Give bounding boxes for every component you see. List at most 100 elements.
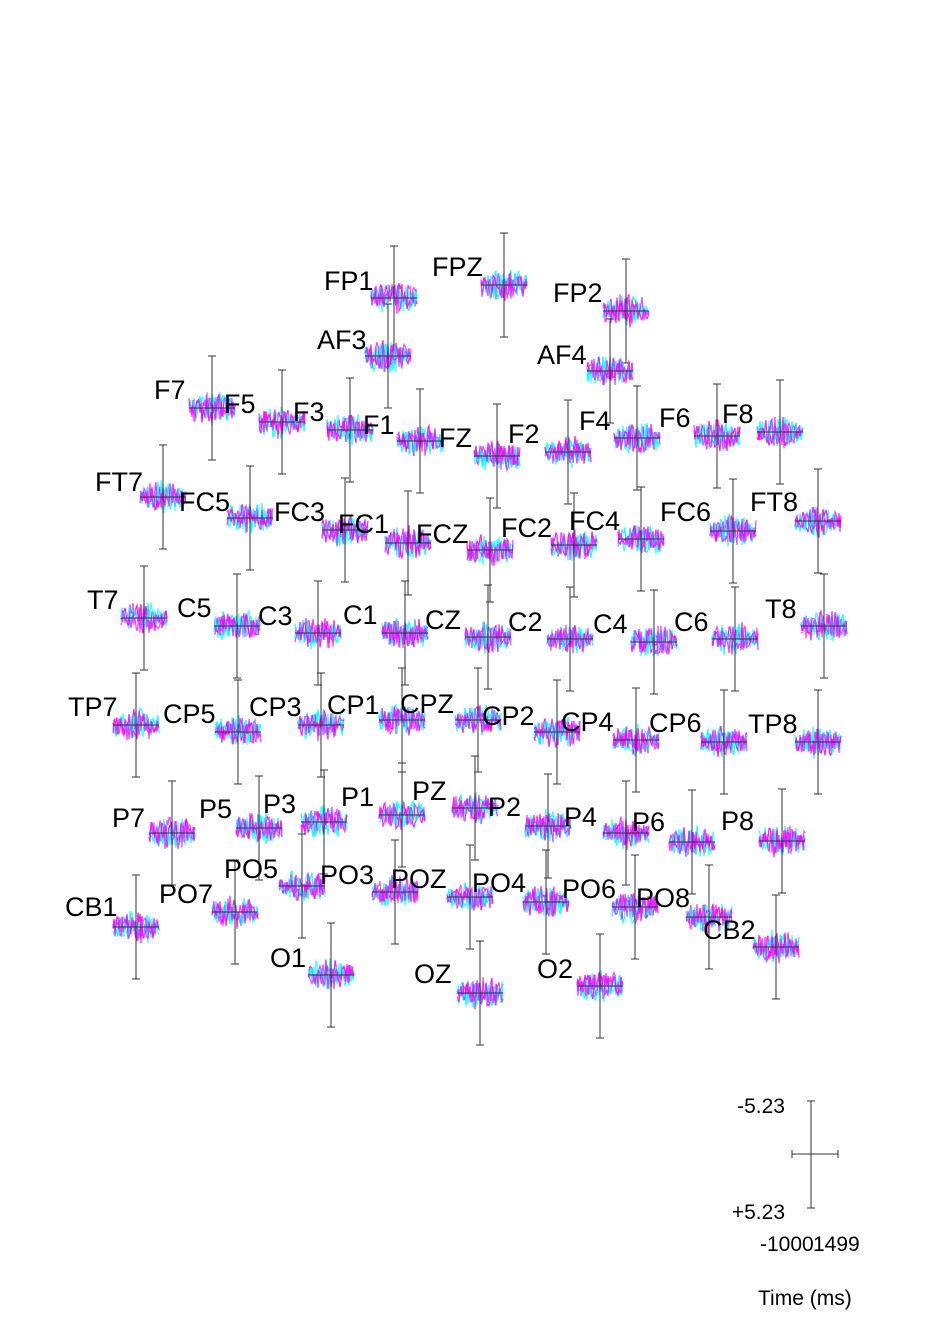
channel-po7: PO7 [159,859,259,965]
channel-cp4: CP4 [561,687,660,793]
channel-f1: F1 [363,388,444,494]
channel-label: CZ [425,605,461,635]
channel-o2: O2 [537,933,624,1039]
channel-label: FC5 [179,487,230,517]
channel-c2: C2 [508,586,594,692]
channel-label: P6 [632,807,665,837]
channel-f7: F7 [154,355,236,461]
channel-label: PO4 [472,868,526,898]
channel-label: P3 [263,789,296,819]
channel-c1: C1 [343,580,429,686]
channel-label: CP4 [561,707,614,737]
channel-c3: C3 [258,580,342,686]
channel-label: T8 [765,594,797,624]
channel-label: PO6 [562,874,616,904]
channel-label: CP3 [249,692,302,722]
channel-label: PO3 [320,860,374,890]
channel-po6: PO6 [562,854,659,960]
channel-f8: F8 [722,379,804,485]
channel-cp3: CP3 [249,672,345,778]
channel-label: C4 [593,609,628,639]
channel-label: P5 [199,794,232,824]
channel-label: CP6 [649,708,702,738]
channel-p8: P8 [721,788,806,894]
channel-label: FT8 [750,487,798,517]
channel-label: FC3 [274,497,325,527]
channel-p6: P6 [632,789,716,895]
channel-f6: F6 [659,383,741,489]
channel-label: PO5 [224,854,278,884]
channel-t7: T7 [87,565,168,671]
channel-p3: P3 [263,769,348,875]
scale-legend: -5.23 +5.23 -1000 1499 Time (ms) [732,1095,860,1310]
channel-po8: PO8 [636,864,733,970]
channel-c6: C6 [674,586,759,692]
channel-label: FC6 [660,497,711,527]
channel-label: FC2 [501,513,552,543]
scale-x-right-label: 1499 [813,1233,860,1256]
channel-t8: T8 [765,573,848,679]
channel-label: C5 [177,593,212,623]
channel-label: PO8 [636,883,690,913]
channel-cp1: CP1 [327,667,426,773]
channel-f2: F2 [508,399,592,505]
channel-po4: PO4 [472,849,570,955]
channel-label: C1 [343,600,378,630]
channel-label: F4 [579,406,611,436]
channel-tp8: TP8 [748,689,842,795]
channel-layer: FP1 FPZ FP2 AF3 AF4 F7 F5 F3 F1 FZ F2 F4 F6 F8 FT7 FC5 F… [65,232,848,1046]
channel-pz: PZ [412,755,499,861]
channel-tp7: TP7 [68,672,160,778]
channel-label: PO7 [159,879,213,909]
channel-label: POZ [391,864,447,894]
channel-label: PZ [412,776,447,806]
channel-label: AF4 [537,340,587,370]
channel-label: F1 [363,410,395,440]
channel-p4: P4 [564,780,650,886]
channel-p1: P1 [341,762,426,868]
channel-label: FPZ [432,252,483,282]
channel-fp2: FP2 [553,258,650,364]
scale-y-top-label: -5.23 [737,1095,785,1118]
scale-y-bottom-label: +5.23 [732,1201,785,1224]
channel-label: AF3 [317,325,367,355]
channel-label: CPZ [400,689,454,719]
channel-label: CB2 [703,915,756,945]
channel-label: F7 [154,375,186,405]
channel-fpz: FPZ [432,232,528,338]
channel-cb1: CB1 [65,874,160,980]
channel-label: F2 [508,419,540,449]
channel-fc3: FC3 [274,477,369,583]
channel-label: O1 [270,943,306,973]
channel-fcz: FCZ [416,497,514,603]
channel-cz: CZ [425,584,512,690]
scale-x-left-label: -1000 [760,1233,814,1256]
channel-f4: F4 [579,385,661,491]
channel-c5: C5 [177,573,261,679]
channel-po5: PO5 [224,833,326,939]
channel-p2: P2 [488,773,572,879]
channel-o1: O1 [270,922,355,1028]
channel-label: CP2 [482,701,535,731]
channel-label: FCZ [416,519,468,549]
channel-p7: P7 [112,780,196,886]
channel-label: P4 [564,802,597,832]
channel-cb2: CB2 [703,894,800,1000]
channel-label: C3 [258,601,293,631]
x-axis-title: Time (ms) [758,1287,852,1310]
channel-label: F5 [224,389,256,419]
channel-label: T7 [87,585,119,615]
channel-fc1: FC1 [338,490,432,596]
channel-label: F8 [722,399,754,429]
channel-ft8: FT8 [750,468,842,574]
channel-fz: FZ [439,403,521,509]
channel-ft7: FT7 [95,444,187,550]
channel-label: O2 [537,954,573,984]
channel-label: FT7 [95,467,143,497]
channel-label: P7 [112,803,145,833]
channel-label: CP1 [327,690,380,720]
channel-af4: AF4 [537,318,634,424]
channel-po3: PO3 [320,839,419,945]
channel-cpz: CPZ [400,667,502,773]
channel-f5: F5 [224,369,306,475]
